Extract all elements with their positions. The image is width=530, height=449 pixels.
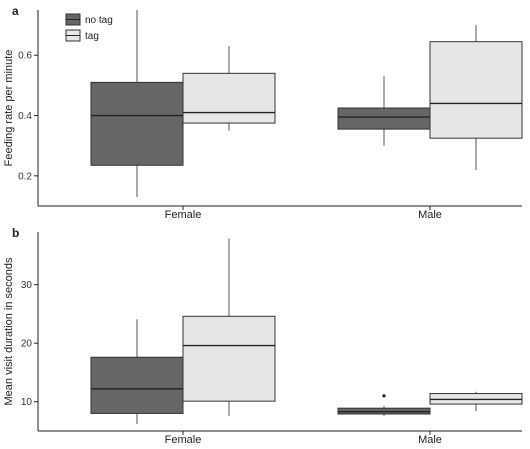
box-body xyxy=(429,41,523,139)
legend-label: tag xyxy=(85,31,99,42)
box-body xyxy=(90,356,184,414)
y-tick-label: 0.6 xyxy=(18,51,32,62)
box-no-tag-female xyxy=(90,319,184,424)
panel-label: b xyxy=(12,226,19,240)
y-tick-label: 0.2 xyxy=(18,171,32,182)
y-tick-label: 10 xyxy=(21,397,33,408)
y-axis-title: Mean visit duration in seconds xyxy=(3,257,15,405)
box-tag-male xyxy=(429,25,523,170)
panel-b: b 10 20 30 Mean visit duration in seconds Fem… xyxy=(3,226,523,446)
x-category-label: Male xyxy=(418,209,442,221)
box-body xyxy=(182,72,276,124)
box-no-tag-male xyxy=(337,76,431,146)
panel-label: a xyxy=(12,4,19,18)
box-no-tag-male xyxy=(337,394,431,416)
legend-label: no tag xyxy=(85,15,113,26)
box-tag-male xyxy=(429,391,523,412)
box-tag-female xyxy=(182,46,276,131)
box-tag-female xyxy=(182,238,276,416)
y-tick-label: 30 xyxy=(21,280,33,291)
y-tick-label: 20 xyxy=(21,339,33,350)
y-tick-label: 0.4 xyxy=(18,111,32,122)
box-body xyxy=(337,107,431,130)
outlier-point xyxy=(382,394,386,398)
x-category-label: Female xyxy=(165,434,202,446)
box-body xyxy=(90,81,184,166)
box-body xyxy=(182,315,276,402)
y-axis-title: Feeding rate per minute xyxy=(3,50,15,167)
x-category-label: Female xyxy=(165,209,202,221)
box-no-tag-female xyxy=(90,10,184,197)
x-category-label: Male xyxy=(418,434,442,446)
legend: no tag tag xyxy=(65,13,113,42)
